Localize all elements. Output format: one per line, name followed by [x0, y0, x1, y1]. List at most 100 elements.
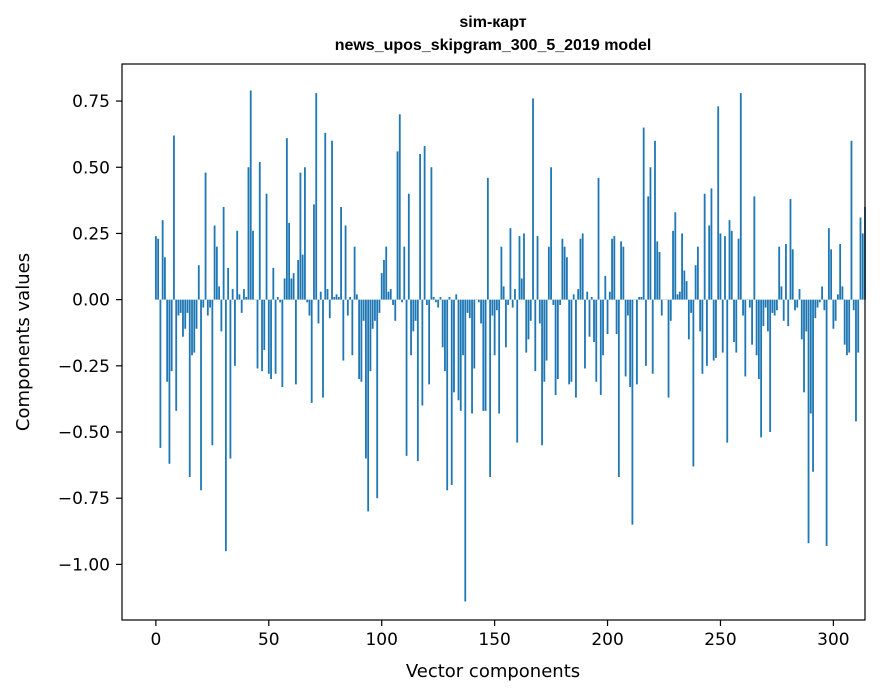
bar-285 [798, 289, 801, 300]
bar-118 [421, 299, 424, 406]
bar-215 [640, 296, 643, 300]
bar-259 [739, 93, 742, 300]
bar-144 [480, 299, 482, 324]
bar-61 [292, 273, 295, 300]
bar-268 [760, 299, 763, 438]
bar-177 [554, 299, 557, 395]
bar-299 [830, 249, 833, 300]
bar-260 [742, 299, 744, 316]
bar-250 [719, 233, 722, 300]
bar-267 [757, 299, 760, 380]
bar-104 [389, 289, 392, 300]
bar-292 [814, 299, 817, 319]
bar-125 [437, 299, 440, 308]
bar-56 [281, 299, 284, 388]
bar-304 [841, 286, 844, 300]
bar-62 [294, 299, 297, 385]
bar-195 [595, 299, 598, 382]
bar-145 [482, 299, 485, 411]
bar-203 [613, 236, 616, 300]
bar-199 [604, 275, 607, 300]
bar-224 [660, 299, 663, 316]
x-tick-label: 250 [704, 630, 736, 650]
bar-174 [547, 246, 550, 300]
bar-241 [699, 299, 702, 332]
bar-55 [279, 299, 281, 303]
bar-254 [728, 220, 731, 300]
bar-121 [428, 299, 431, 385]
bar-190 [584, 299, 586, 369]
bar-89 [355, 294, 358, 300]
bar-0 [154, 236, 157, 300]
y-tick-label: 0.75 [72, 92, 110, 112]
bar-189 [581, 233, 584, 300]
bar-84 [344, 225, 347, 300]
bar-251 [721, 299, 724, 353]
bar-173 [545, 299, 548, 361]
bar-72 [317, 299, 320, 324]
bar-196 [597, 177, 600, 300]
bar-133 [455, 294, 458, 300]
bar-25 [211, 299, 214, 446]
bar-201 [608, 291, 611, 300]
bar-28 [218, 286, 221, 300]
bar-75 [324, 132, 327, 300]
bar-91 [360, 299, 363, 382]
bar-132 [453, 299, 455, 393]
bar-79 [333, 296, 336, 300]
bar-82 [340, 206, 342, 300]
bar-114 [412, 299, 415, 332]
bar-36 [236, 230, 239, 300]
bar-180 [561, 238, 564, 300]
bar-151 [495, 299, 498, 311]
bar-286 [800, 299, 803, 340]
bar-27 [215, 246, 218, 300]
bar-306 [846, 299, 848, 356]
bar-45 [256, 299, 259, 369]
bar-12 [182, 299, 184, 337]
bar-120 [425, 299, 428, 305]
bar-93 [365, 299, 367, 459]
bar-116 [416, 299, 419, 462]
bar-96 [371, 299, 374, 329]
bar-149 [491, 299, 494, 316]
bar-97 [374, 299, 376, 321]
bar-237 [690, 299, 693, 313]
bar-135 [459, 299, 462, 411]
bar-209 [626, 299, 629, 316]
y-tick-label: 0.00 [72, 291, 110, 311]
bar-240 [696, 246, 699, 300]
bar-182 [565, 257, 568, 300]
bar-253 [726, 299, 729, 443]
bar-94 [367, 299, 370, 512]
bar-100 [380, 273, 383, 300]
bar-154 [502, 286, 505, 300]
x-axis-ticks: 0 50 100 150 200 250 300 [150, 620, 850, 650]
bar-92 [362, 299, 365, 321]
bar-20 [200, 299, 202, 491]
bar-76 [326, 289, 329, 300]
bar-88 [353, 246, 356, 300]
bar-148 [489, 299, 492, 478]
bar-80 [335, 294, 338, 300]
bar-50 [267, 299, 270, 374]
bar-217 [645, 299, 647, 366]
bar-261 [744, 299, 747, 377]
x-tick-label: 50 [258, 630, 280, 650]
bar-126 [439, 296, 442, 300]
bar-208 [624, 299, 627, 377]
bar-228 [669, 299, 672, 321]
bar-7 [170, 299, 173, 372]
bar-307 [848, 299, 851, 353]
bar-197 [599, 299, 602, 395]
bar-238 [692, 299, 695, 467]
bar-165 [527, 299, 530, 340]
bar-245 [708, 225, 711, 300]
bar-246 [710, 188, 713, 300]
bar-14 [186, 299, 189, 313]
x-axis-label: Vector components [406, 661, 580, 682]
bar-257 [735, 299, 738, 353]
bar-54 [276, 296, 279, 300]
bar-223 [658, 251, 661, 300]
bar-181 [563, 246, 566, 300]
